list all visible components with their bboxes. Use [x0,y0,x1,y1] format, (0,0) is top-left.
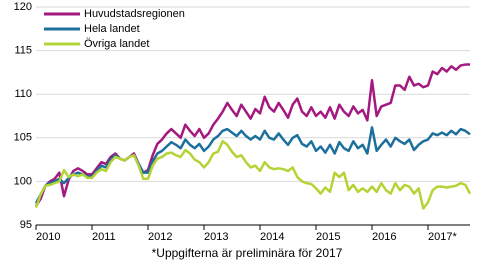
x-tick-label: 2012 [148,231,172,243]
footnote: *Uppgifterna är preliminära för 2017 [152,246,343,260]
x-tick-label: 2013 [204,231,228,243]
x-tick-label: 2011 [92,231,116,243]
y-tick-label: 115 [14,45,32,57]
x-tick-label: 2016 [372,231,396,243]
data-line [34,140,472,210]
x-tick-label: 2014 [260,231,284,243]
y-tick-label: 110 [14,88,32,100]
y-tick-label: 95 [20,219,32,231]
x-tick-label: 2010 [36,231,60,243]
x-tick-label: 2015 [316,231,340,243]
legend-label: Huvudstadsregionen [84,8,185,20]
y-tick-label: 105 [14,132,32,144]
y-tick-label: 120 [14,1,32,13]
legend-label: Hela landet [84,23,140,35]
y-tick-label: 100 [14,175,32,187]
data-line [34,126,471,204]
x-tick-label: 2017* [428,231,457,243]
legend-label: Övriga landet [84,38,149,50]
data-line [34,63,470,207]
